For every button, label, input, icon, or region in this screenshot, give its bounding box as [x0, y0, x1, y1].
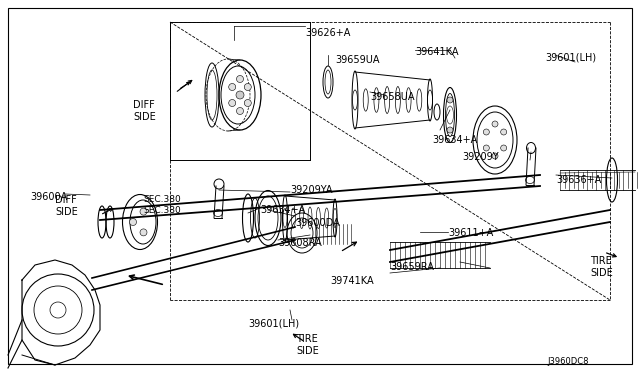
- Text: DIFF
SIDE: DIFF SIDE: [133, 100, 156, 122]
- Circle shape: [140, 229, 147, 236]
- Circle shape: [500, 145, 507, 151]
- Text: 39600A: 39600A: [30, 192, 67, 202]
- Circle shape: [447, 127, 453, 133]
- Text: 39209Y: 39209Y: [462, 152, 499, 162]
- Text: SEC.380: SEC.380: [143, 195, 180, 204]
- Circle shape: [447, 97, 453, 103]
- Text: 39636+A: 39636+A: [556, 175, 601, 185]
- Text: 39741KA: 39741KA: [330, 276, 374, 286]
- Text: 39601(LH): 39601(LH): [545, 52, 596, 62]
- Text: 39634+A: 39634+A: [432, 135, 477, 145]
- Circle shape: [244, 83, 252, 90]
- Circle shape: [236, 91, 244, 99]
- Text: SEC.380: SEC.380: [143, 206, 180, 215]
- Circle shape: [228, 99, 236, 106]
- Text: 39608RA: 39608RA: [278, 238, 322, 248]
- Text: J3960DC8: J3960DC8: [547, 357, 589, 366]
- Text: 39209YA: 39209YA: [290, 185, 333, 195]
- Circle shape: [228, 83, 236, 90]
- Circle shape: [237, 108, 243, 115]
- Text: 39626+A: 39626+A: [305, 28, 350, 38]
- Circle shape: [483, 145, 490, 151]
- Text: 39658UA: 39658UA: [370, 92, 415, 102]
- Circle shape: [492, 121, 498, 127]
- Text: TIRE
SIDE: TIRE SIDE: [296, 334, 319, 356]
- Text: 39601(LH): 39601(LH): [248, 318, 299, 328]
- Circle shape: [244, 99, 252, 106]
- Circle shape: [500, 129, 507, 135]
- Text: TIRE
SIDE: TIRE SIDE: [590, 256, 612, 278]
- Text: DIFF
SIDE: DIFF SIDE: [55, 195, 77, 217]
- Circle shape: [140, 208, 147, 215]
- Text: 39600DA: 39600DA: [295, 218, 340, 228]
- Circle shape: [237, 76, 243, 83]
- Text: 39634+A: 39634+A: [260, 205, 305, 215]
- Circle shape: [492, 153, 498, 159]
- Text: 39659RA: 39659RA: [390, 262, 434, 272]
- Circle shape: [483, 129, 490, 135]
- Text: 39611+A: 39611+A: [448, 228, 493, 238]
- Circle shape: [129, 218, 136, 225]
- Text: 39659UA: 39659UA: [335, 55, 380, 65]
- Text: 39641KA: 39641KA: [415, 47, 458, 57]
